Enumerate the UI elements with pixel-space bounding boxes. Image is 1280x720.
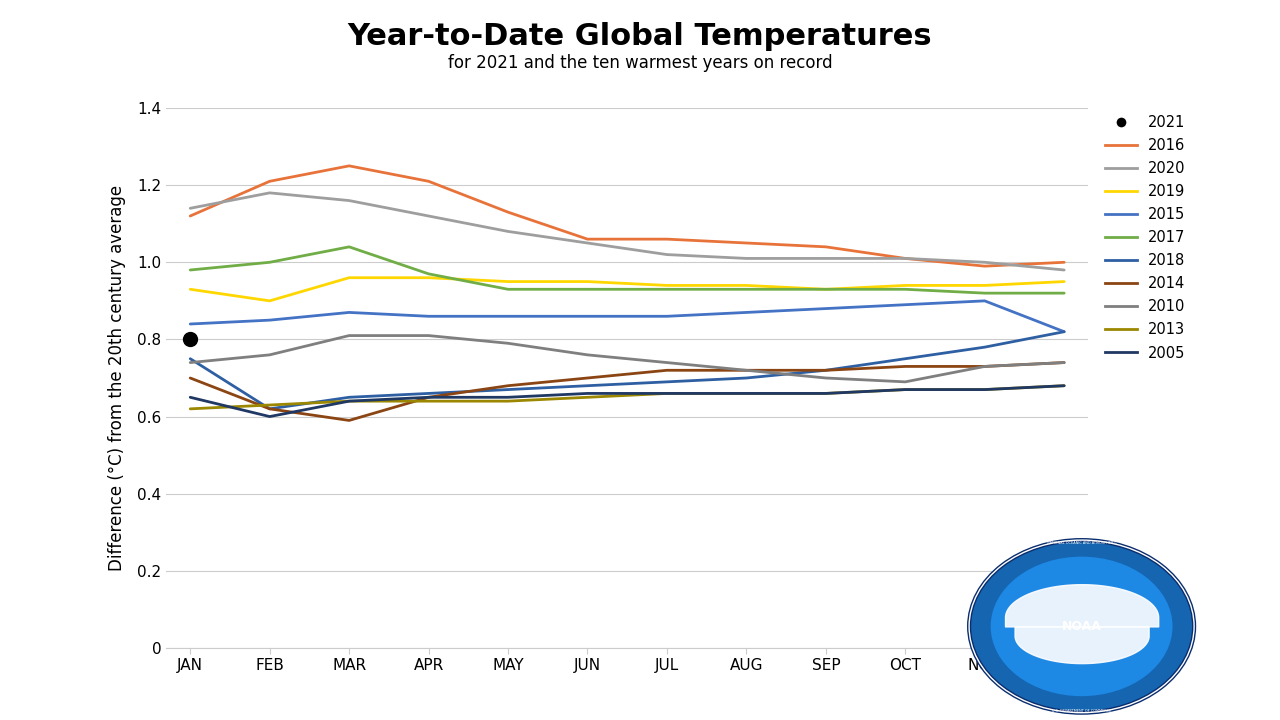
Text: NOAA: NOAA xyxy=(1061,620,1102,633)
Text: Year-to-Date Global Temperatures: Year-to-Date Global Temperatures xyxy=(348,22,932,50)
Circle shape xyxy=(969,540,1194,713)
Y-axis label: Difference (°C) from the 20th century average: Difference (°C) from the 20th century av… xyxy=(109,185,127,571)
Circle shape xyxy=(991,557,1172,696)
Legend: 2021, 2016, 2020, 2019, 2015, 2017, 2018, 2014, 2010, 2013, 2005: 2021, 2016, 2020, 2019, 2015, 2017, 2018… xyxy=(1105,115,1185,361)
Text: U.S. DEPARTMENT OF COMMERCE: U.S. DEPARTMENT OF COMMERCE xyxy=(1052,709,1111,713)
Text: for 2021 and the ten warmest years on record: for 2021 and the ten warmest years on re… xyxy=(448,54,832,72)
Text: NATIONAL OCEANIC AND ATMOSPHERIC: NATIONAL OCEANIC AND ATMOSPHERIC xyxy=(1047,541,1116,545)
